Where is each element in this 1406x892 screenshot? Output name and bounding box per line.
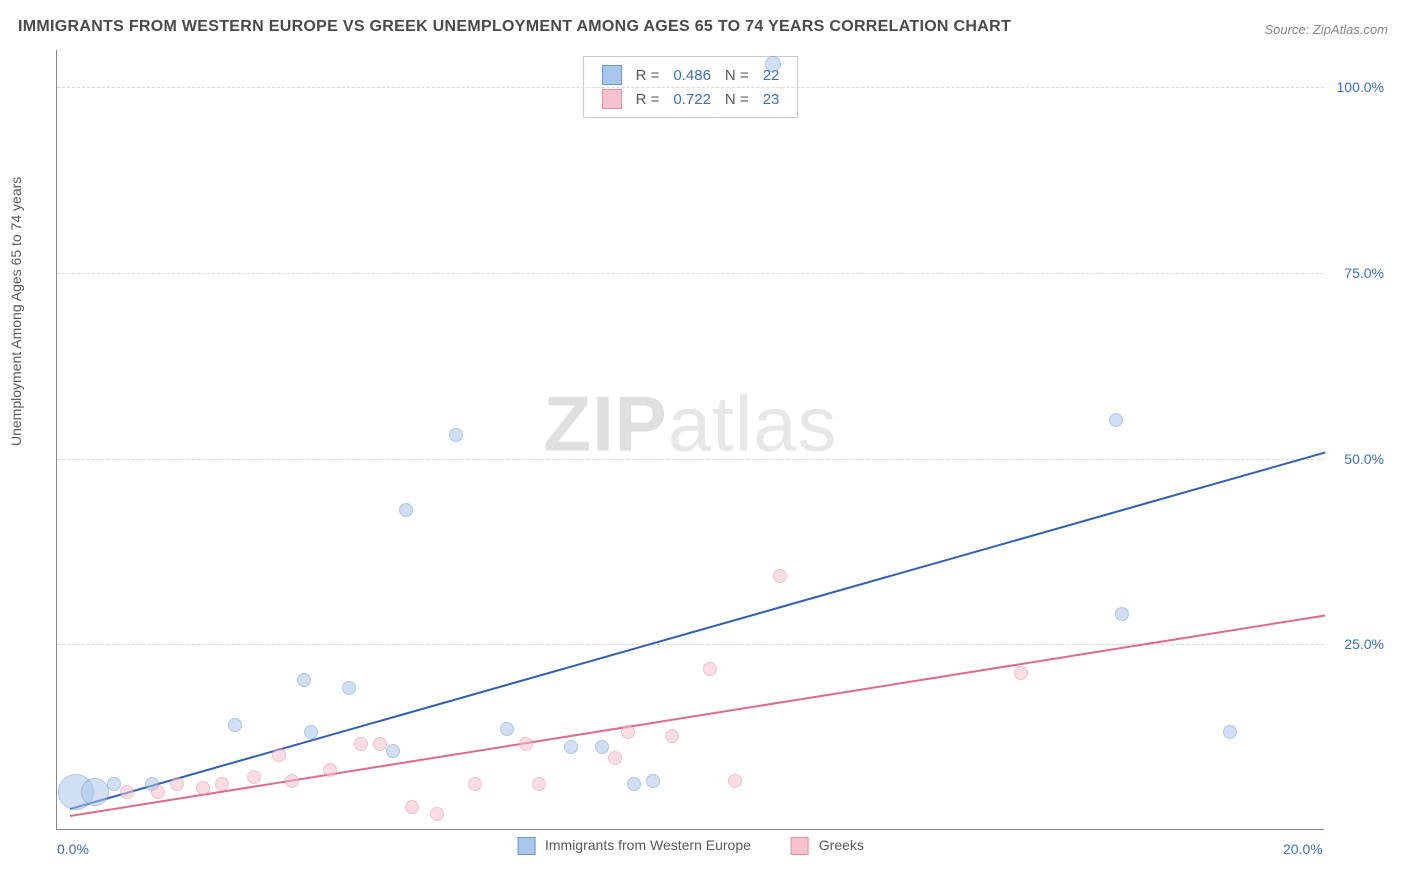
scatter-point [297,673,311,687]
legend-swatch-series2 [791,837,809,855]
scatter-point [120,785,134,799]
scatter-point [728,774,742,788]
watermark-light: atlas [668,379,838,467]
stats-swatch-series1 [602,65,622,85]
scatter-point [285,774,299,788]
scatter-point [430,807,444,821]
scatter-point [646,774,660,788]
legend-label-series2: Greeks [819,837,864,853]
scatter-point [703,662,717,676]
scatter-point [386,744,400,758]
stats-swatch-series2 [602,89,622,109]
stats-row-series1: R = 0.486 N = 22 [602,63,780,87]
scatter-point [354,737,368,751]
scatter-point [468,777,482,791]
y-axis-label: Unemployment Among Ages 65 to 74 years [8,177,24,446]
scatter-point [621,725,635,739]
stats-n-value-2: 23 [763,91,780,108]
y-tick-label: 100.0% [1329,79,1384,95]
y-tick-label: 50.0% [1329,451,1384,467]
scatter-point [1115,607,1129,621]
y-tick-label: 25.0% [1329,636,1384,652]
scatter-point [500,722,514,736]
scatter-point [170,777,184,791]
scatter-point [449,428,463,442]
stats-r-value-1: 0.486 [673,67,711,84]
scatter-point [215,777,229,791]
watermark: ZIPatlas [543,378,837,469]
scatter-point [519,737,533,751]
gridline [57,273,1324,274]
source-attribution: Source: ZipAtlas.com [1264,22,1388,37]
legend-label-series1: Immigrants from Western Europe [545,837,751,853]
scatter-point [1223,725,1237,739]
chart-title: IMMIGRANTS FROM WESTERN EUROPE VS GREEK … [18,18,1011,36]
scatter-point [608,751,622,765]
scatter-point [373,737,387,751]
stats-n-label: N = [725,67,749,84]
x-tick-label: 0.0% [57,841,89,857]
legend-swatch-series1 [517,837,535,855]
legend-item-series1: Immigrants from Western Europe [517,837,751,855]
scatter-point [272,748,286,762]
scatter-point [405,800,419,814]
y-tick-label: 75.0% [1329,265,1384,281]
legend-item-series2: Greeks [791,837,864,855]
stats-row-series2: R = 0.722 N = 23 [602,87,780,111]
stats-r-value-2: 0.722 [673,91,711,108]
scatter-point [773,569,787,583]
scatter-plot-area: ZIPatlas R = 0.486 N = 22 R = 0.722 N = … [56,50,1324,830]
stats-n-label: N = [725,91,749,108]
scatter-point [1109,413,1123,427]
gridline [57,459,1324,460]
watermark-bold: ZIP [543,379,667,467]
scatter-point [81,778,109,806]
scatter-point [564,740,578,754]
scatter-point [765,56,781,72]
scatter-point [532,777,546,791]
gridline [57,87,1324,88]
x-tick-label: 20.0% [1283,841,1323,857]
stats-r-label: R = [636,67,660,84]
scatter-point [399,503,413,517]
scatter-point [196,781,210,795]
scatter-point [1014,666,1028,680]
bottom-legend: Immigrants from Western Europe Greeks [517,837,864,855]
scatter-point [323,763,337,777]
trend-line [69,451,1325,809]
scatter-point [151,785,165,799]
stats-r-label: R = [636,91,660,108]
scatter-point [247,770,261,784]
scatter-point [665,729,679,743]
scatter-point [228,718,242,732]
scatter-point [342,681,356,695]
scatter-point [304,725,318,739]
scatter-point [627,777,641,791]
scatter-point [595,740,609,754]
